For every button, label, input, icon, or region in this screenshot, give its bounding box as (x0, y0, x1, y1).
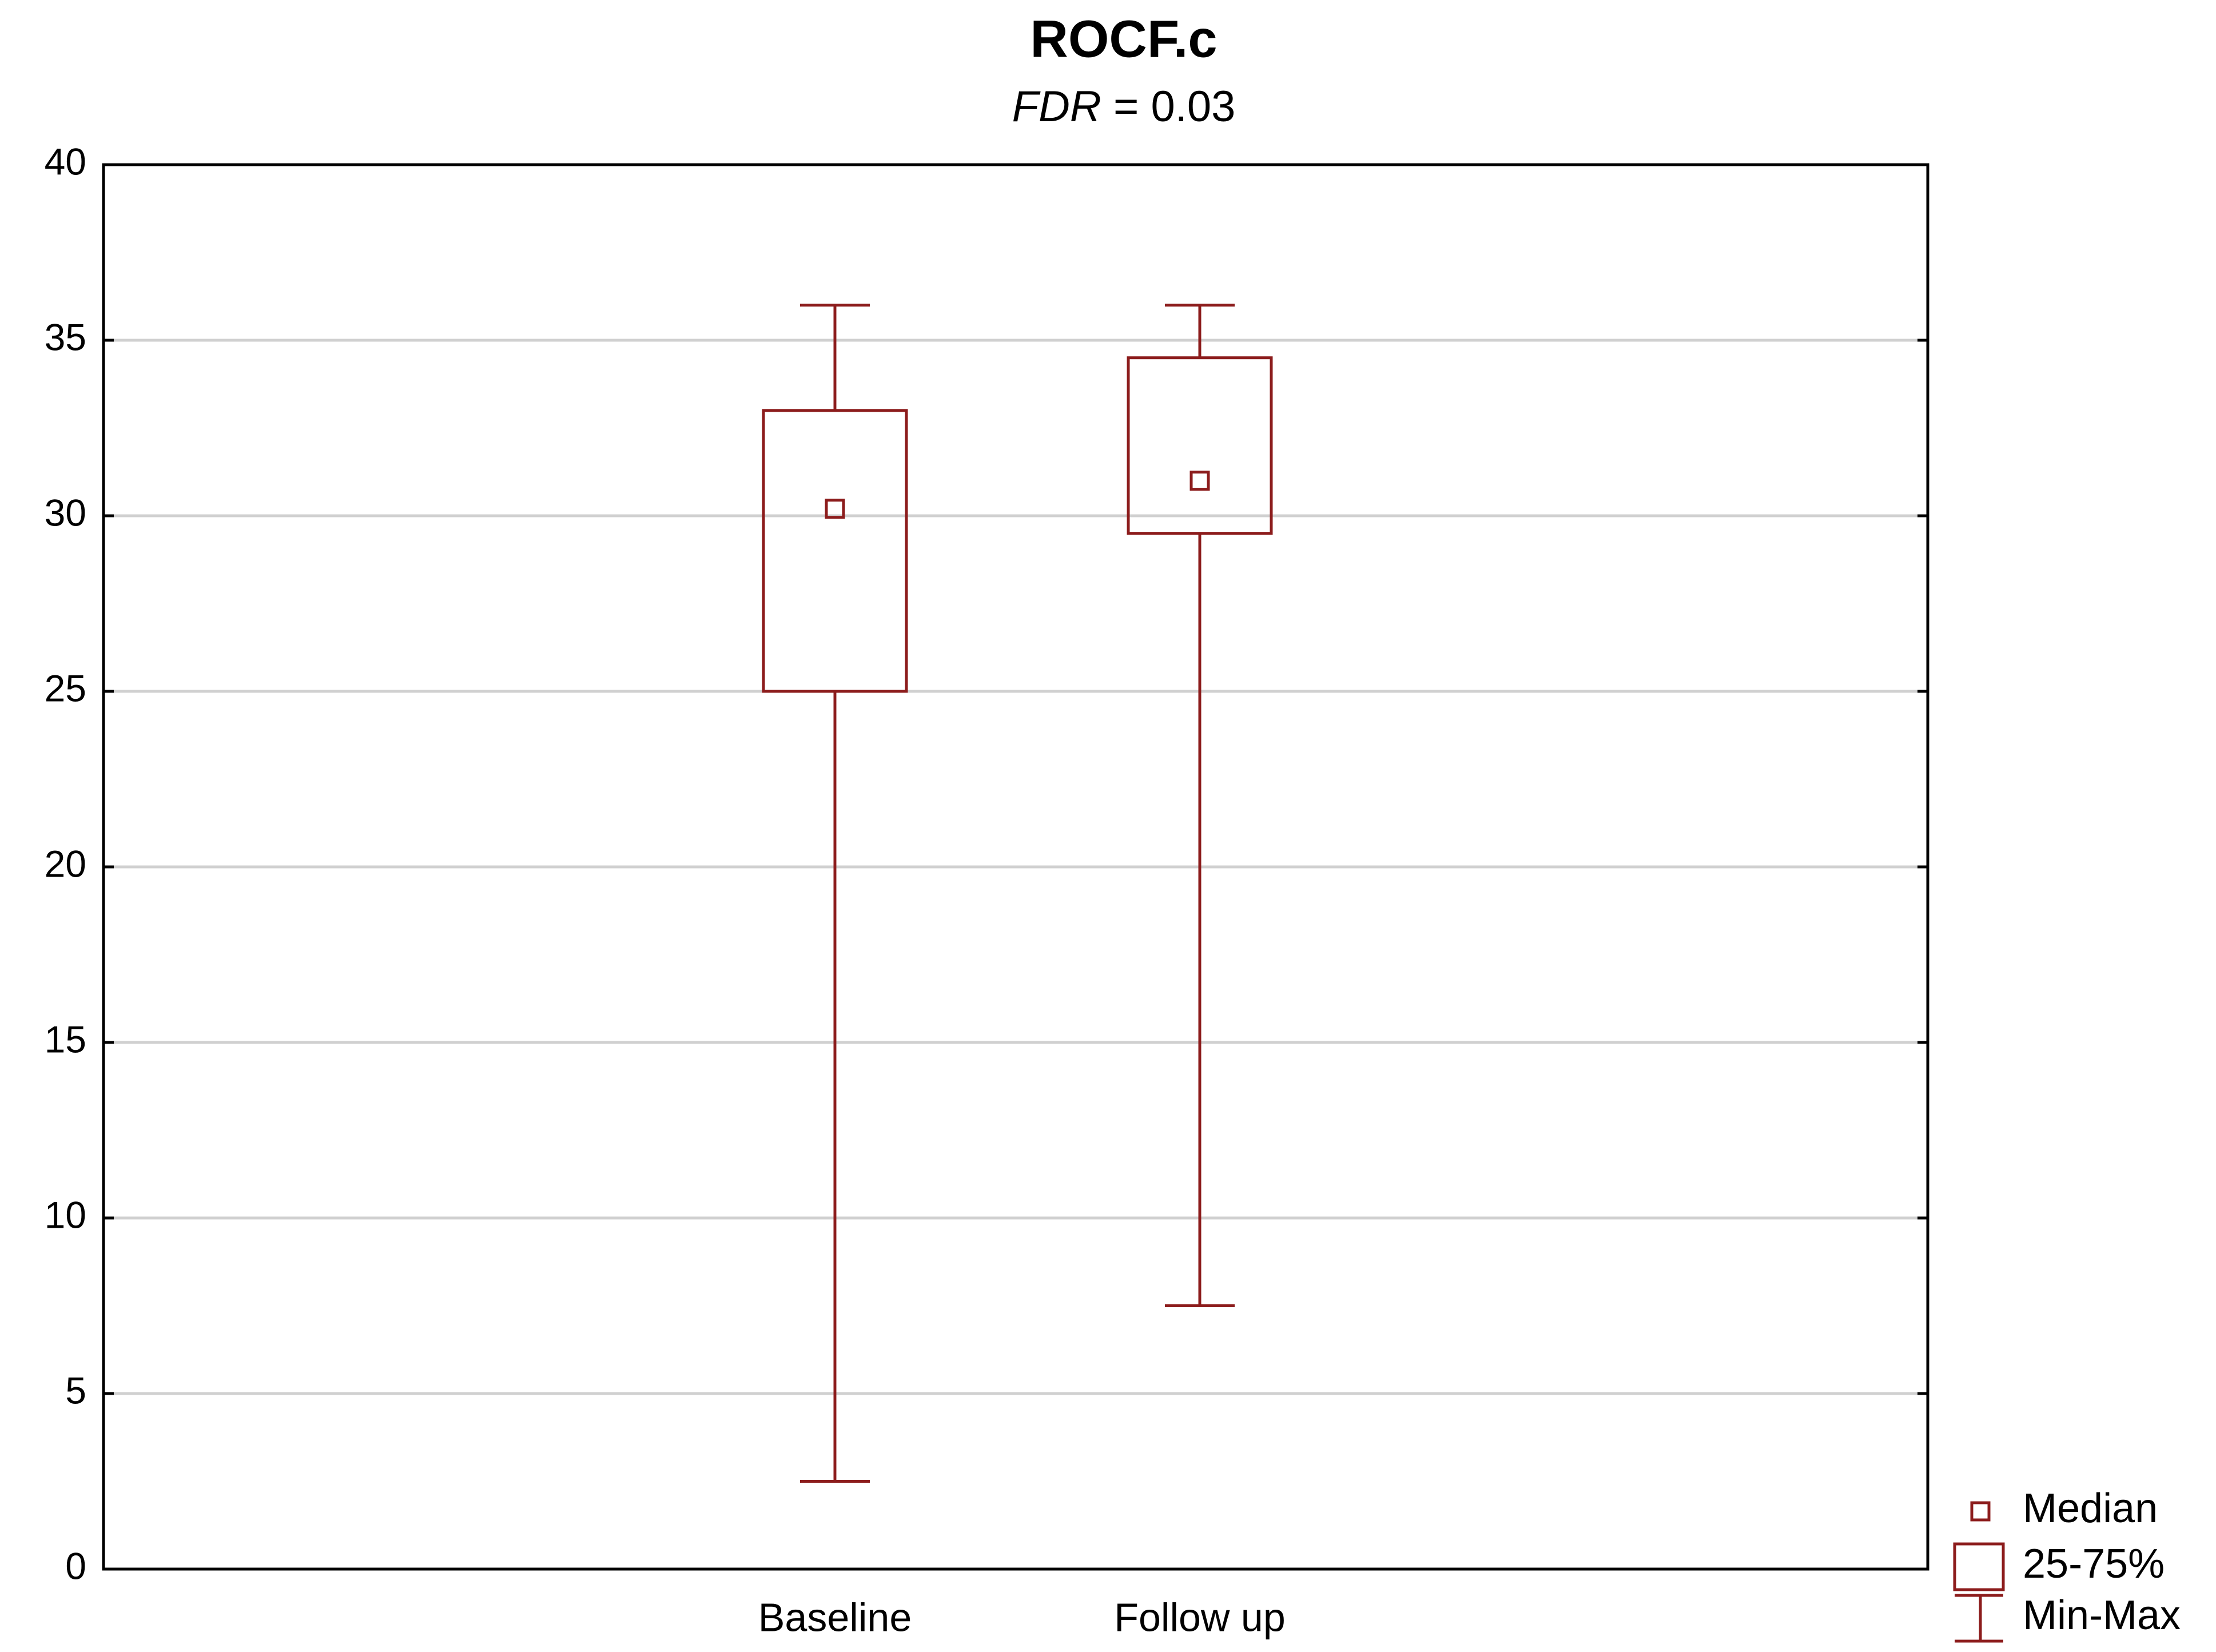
subtitle-italic: FDR (1012, 82, 1101, 131)
legend-median-icon (1970, 1501, 1991, 1522)
y-tick-label: 30 (45, 491, 86, 534)
y-tick-label: 0 (65, 1544, 86, 1587)
subtitle-rest: = 0.03 (1101, 82, 1236, 131)
median (1189, 471, 1210, 491)
y-tick-label: 20 (45, 842, 86, 885)
box (762, 409, 908, 693)
y-tick-label: 35 (45, 316, 86, 358)
plot-frame (102, 163, 1929, 1571)
chart-subtitle: FDR = 0.03 (1012, 82, 1236, 131)
median (825, 499, 845, 519)
chart-title: ROCF.c (1030, 10, 1217, 68)
y-tick-label: 5 (65, 1369, 86, 1411)
y-tick-label: 40 (45, 140, 86, 182)
legend-label: 25-75% (2023, 1541, 2165, 1587)
y-tick-label: 10 (45, 1193, 86, 1236)
legend-label: Min-Max (2023, 1593, 2181, 1638)
x-tick-label: Baseline (758, 1595, 912, 1639)
y-tick-label: 15 (45, 1018, 86, 1060)
y-tick-label: 25 (45, 667, 86, 709)
box (1127, 356, 1273, 535)
legend-box-icon (1953, 1542, 2005, 1591)
x-tick-label: Follow up (1114, 1595, 1286, 1639)
legend-label: Median (2023, 1486, 2158, 1531)
